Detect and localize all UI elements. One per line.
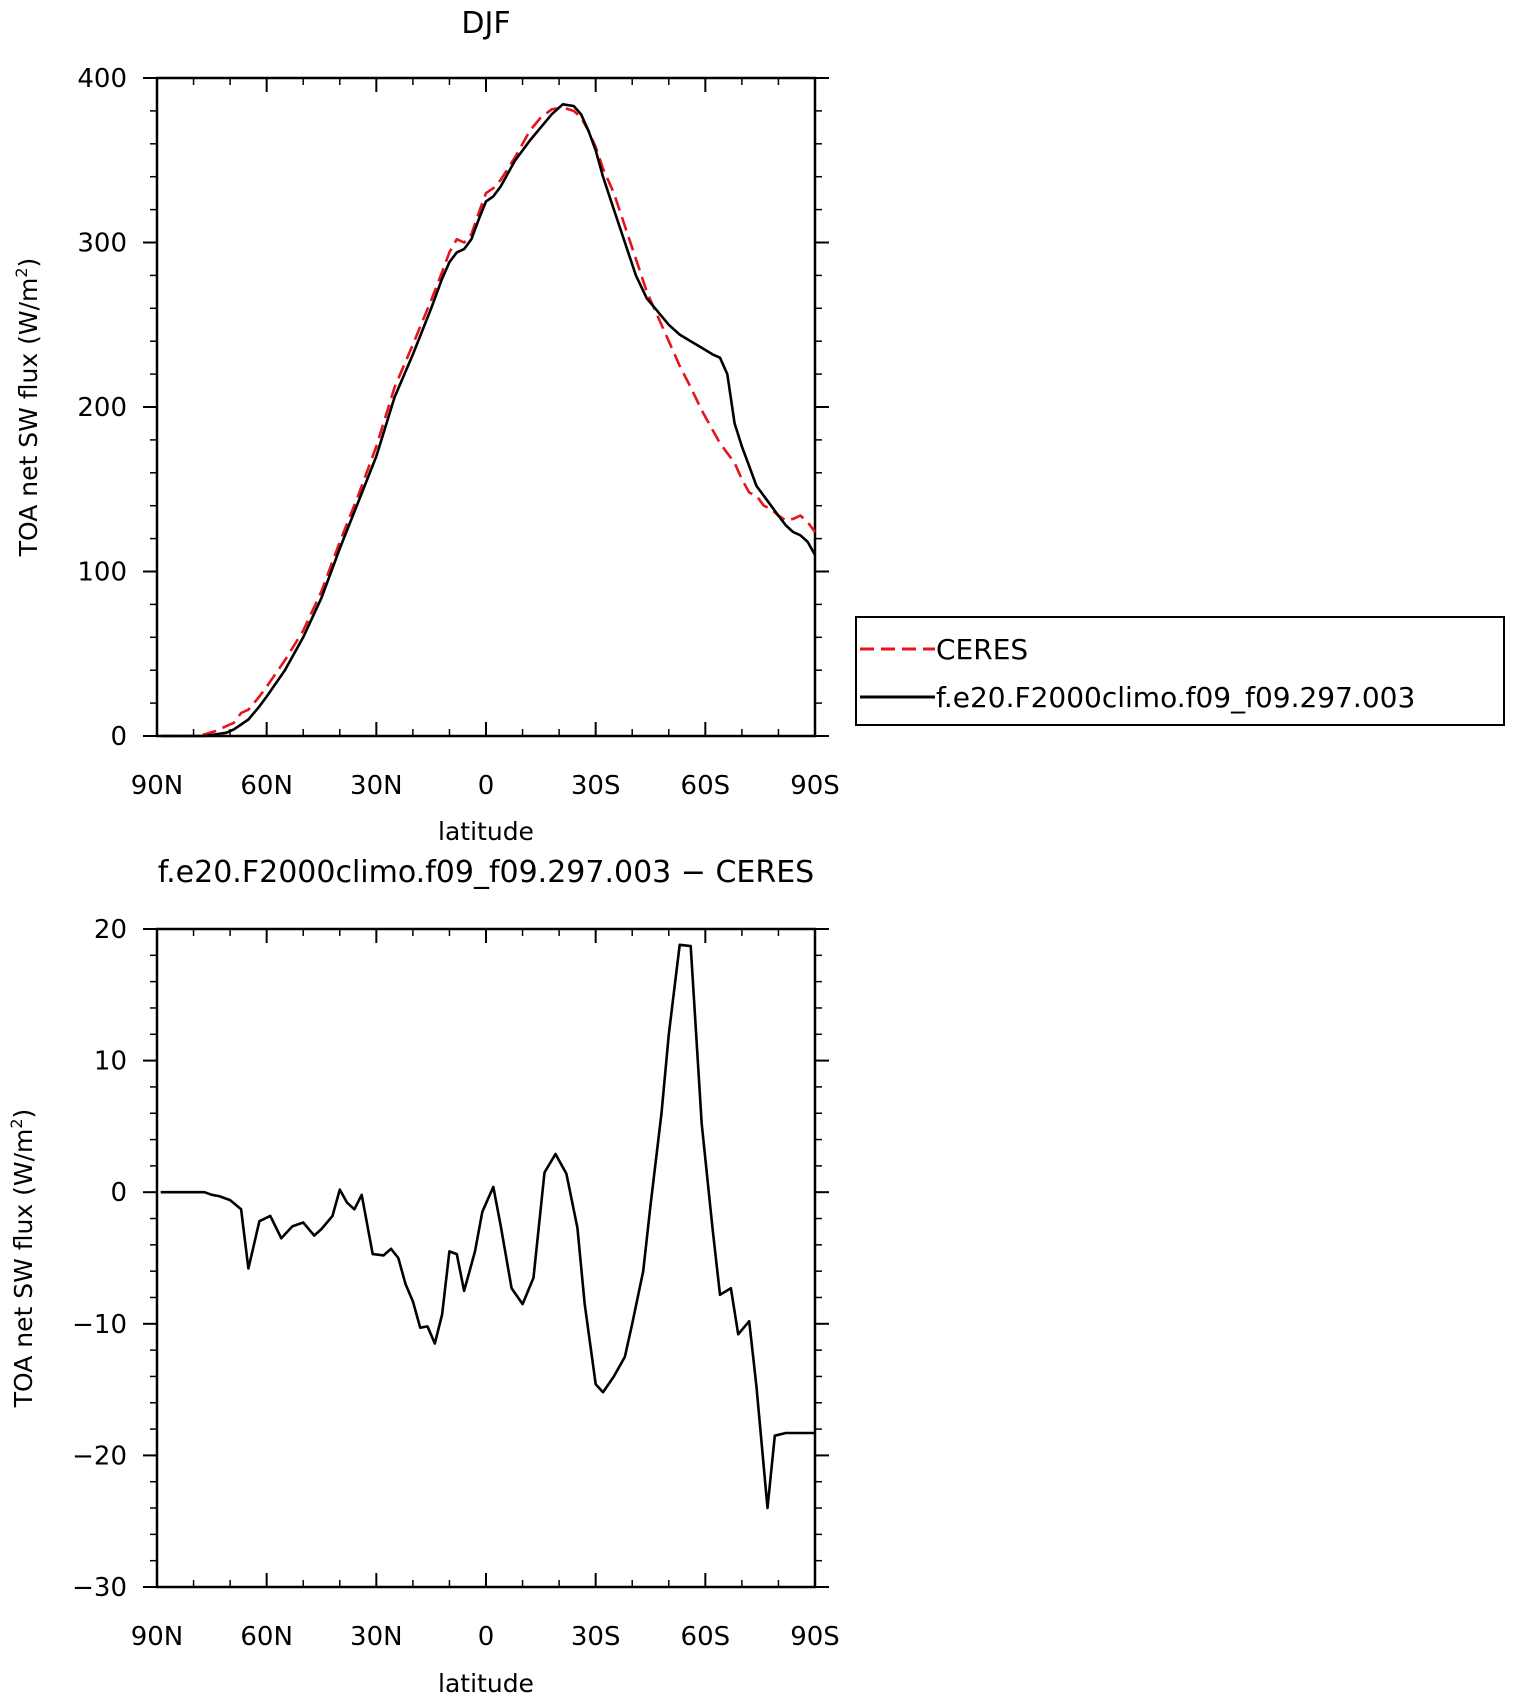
bottom-chart: f.e20.F2000climo.f09_f09.297.003 − CERES… [7, 855, 840, 1698]
bottom-chart-ticks [143, 928, 829, 1588]
top-chart-ticks [143, 77, 829, 737]
legend-box [855, 616, 1505, 726]
bottom-chart-x-tick-label-6: 90S [790, 1622, 840, 1652]
bottom-chart-y-tick-label-5: 20 [94, 915, 127, 945]
top-chart-series-ceres-line [160, 106, 817, 738]
top-chart-x-tick-label-0: 90N [131, 771, 184, 801]
bottom-chart-x-axis-label: latitude [438, 1669, 534, 1698]
top-chart-y-axis-label-sup: 2 [12, 267, 31, 277]
bottom-chart-title: f.e20.F2000climo.f09_f09.297.003 − CERES [158, 855, 814, 890]
top-chart-y-axis-label-main: TOA net SW flux (W/m [14, 278, 43, 558]
top-chart-x-tick-label-1: 60N [240, 771, 293, 801]
bottom-chart-series [160, 943, 815, 1510]
top-chart-y-tick-label-4: 400 [77, 64, 127, 94]
bottom-chart-y-tick-label-2: −10 [72, 1310, 127, 1340]
top-chart: DJF 90N 60N 30N 0 30S 60S 90S 0 100 200 300 400 la… [12, 6, 840, 846]
legend-model-label: f.e20.F2000climo.f09_f09.297.003 [936, 681, 1415, 714]
bottom-chart-series-model-line [160, 943, 815, 1510]
bottom-chart-x-tick-label-4: 30S [571, 1622, 621, 1652]
top-chart-x-tick-label-6: 90S [790, 771, 840, 801]
bottom-chart-y-tick-label-4: 10 [94, 1047, 127, 1077]
top-chart-x-tick-labels: 90N 60N 30N 0 30S 60S 90S [131, 771, 840, 801]
top-chart-x-tick-label-2: 30N [350, 771, 403, 801]
top-chart-y-tick-label-2: 200 [77, 393, 127, 423]
bottom-chart-y-tick-label-1: −20 [72, 1441, 127, 1471]
bottom-chart-y-axis-label-sup: 2 [7, 1118, 26, 1128]
bottom-chart-x-tick-label-5: 60S [681, 1622, 731, 1652]
bottom-chart-y-tick-label-3: 0 [110, 1178, 127, 1208]
top-chart-y-tick-labels: 0 100 200 300 400 [77, 64, 127, 752]
bottom-chart-x-tick-label-0: 90N [131, 1622, 184, 1652]
top-chart-title: DJF [461, 6, 510, 41]
top-chart-series-model-line [160, 103, 817, 738]
top-chart-x-tick-label-5: 60S [681, 771, 731, 801]
bottom-chart-y-tick-label-0: −30 [72, 1573, 127, 1603]
top-chart-y-tick-label-0: 0 [110, 722, 127, 752]
legend: CERES f.e20.F2000climo.f09_f09.297.003 [855, 616, 1505, 726]
top-chart-x-tick-label-4: 30S [571, 771, 621, 801]
top-chart-y-axis-label-close: ) [14, 258, 43, 268]
legend-ceres-label: CERES [936, 633, 1028, 666]
top-chart-y-axis-label: TOA net SW flux (W/m2) [12, 258, 43, 558]
top-chart-y-tick-label-1: 100 [77, 558, 127, 588]
bottom-chart-x-tick-label-2: 30N [350, 1622, 403, 1652]
top-chart-x-axis-label: latitude [438, 817, 534, 846]
bottom-chart-y-axis-label-close: ) [9, 1109, 38, 1119]
bottom-chart-y-tick-labels: −30 −20 −10 0 10 20 [72, 915, 127, 1603]
bottom-chart-y-axis-label-main: TOA net SW flux (W/m [9, 1129, 38, 1409]
top-chart-y-tick-label-3: 300 [77, 229, 127, 259]
bottom-chart-y-axis-label: TOA net SW flux (W/m2) [7, 1109, 38, 1409]
top-chart-frame [155, 76, 817, 738]
top-chart-series [160, 103, 817, 738]
bottom-chart-x-tick-label-1: 60N [240, 1622, 293, 1652]
bottom-chart-x-tick-label-3: 0 [478, 1622, 495, 1652]
top-chart-x-tick-label-3: 0 [478, 771, 495, 801]
bottom-chart-x-tick-labels: 90N 60N 30N 0 30S 60S 90S [131, 1622, 840, 1652]
